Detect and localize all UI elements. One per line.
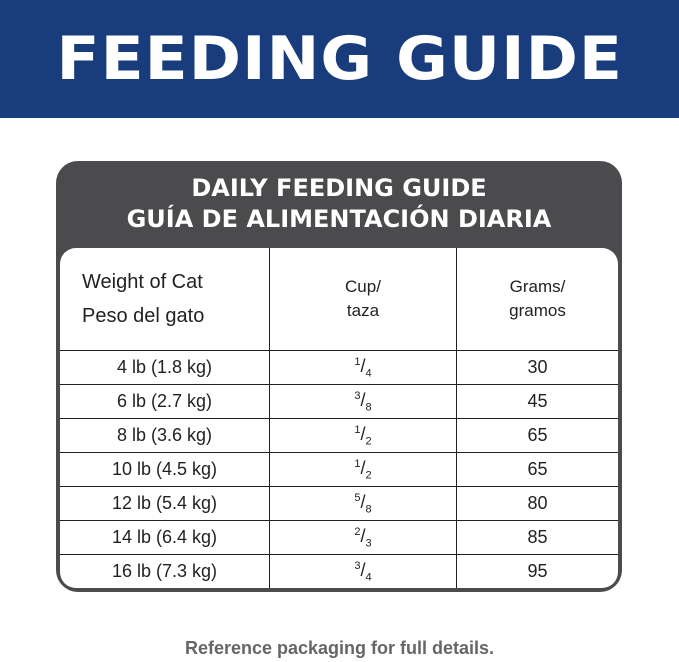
header-weight: Weight of Cat Peso del gato bbox=[60, 248, 270, 351]
page-title: FEEDING GUIDE bbox=[56, 24, 623, 94]
cell-cup: 3/4 bbox=[269, 554, 457, 588]
banner: FEEDING GUIDE bbox=[0, 0, 679, 118]
cell-cup: 1/4 bbox=[269, 350, 457, 385]
cell-cup: 1/2 bbox=[269, 418, 457, 453]
cup-numerator: 3 bbox=[354, 559, 361, 572]
cell-weight: 6 lb (2.7 kg) bbox=[60, 384, 270, 419]
feeding-table-container: Weight of Cat Peso del gato Cup/taza Gram… bbox=[60, 248, 618, 588]
cell-cup: 5/8 bbox=[269, 486, 457, 521]
cup-numerator: 1 bbox=[354, 457, 361, 470]
feeding-table: Weight of Cat Peso del gato Cup/taza Gram… bbox=[60, 248, 618, 588]
cell-grams: 65 bbox=[456, 452, 618, 487]
header-line: Peso del gato bbox=[82, 305, 205, 327]
cup-numerator: 1 bbox=[354, 355, 361, 368]
table-row: 10 lb (4.5 kg) 1/2 65 bbox=[60, 452, 618, 487]
cell-grams: 95 bbox=[456, 554, 618, 588]
table-row: 4 lb (1.8 kg) 1/4 30 bbox=[60, 350, 618, 385]
cup-denominator: 4 bbox=[365, 367, 372, 380]
table-title: DAILY FEEDING GUIDE GUÍA DE ALIMENTACIÓN… bbox=[56, 173, 622, 235]
header-line: Cup/ bbox=[345, 277, 381, 296]
table-row: 6 lb (2.7 kg) 3/8 45 bbox=[60, 384, 618, 419]
cell-weight: 8 lb (3.6 kg) bbox=[60, 418, 270, 453]
cell-cup: 2/3 bbox=[269, 520, 457, 555]
cell-weight: 4 lb (1.8 kg) bbox=[60, 350, 270, 385]
header-line: Weight of Cat bbox=[82, 271, 203, 293]
header-line: gramos bbox=[509, 301, 566, 320]
cell-weight: 14 lb (6.4 kg) bbox=[60, 520, 270, 555]
cup-numerator: 5 bbox=[354, 491, 361, 504]
header-line: Grams/ bbox=[509, 277, 566, 296]
table-header-row: Weight of Cat Peso del gato Cup/taza Gram… bbox=[60, 248, 618, 351]
table-row: 14 lb (6.4 kg) 2/3 85 bbox=[60, 520, 618, 555]
feeding-guide-table-box: DAILY FEEDING GUIDE GUÍA DE ALIMENTACIÓN… bbox=[56, 161, 622, 592]
cup-denominator: 4 bbox=[365, 571, 372, 584]
cup-numerator: 1 bbox=[354, 423, 361, 436]
header-cup: Cup/taza bbox=[269, 248, 457, 351]
cup-numerator: 3 bbox=[354, 389, 361, 402]
header-line: taza bbox=[346, 301, 380, 320]
cup-denominator: 2 bbox=[365, 435, 372, 448]
cell-grams: 65 bbox=[456, 418, 618, 453]
table-row: 16 lb (7.3 kg) 3/4 95 bbox=[60, 554, 618, 588]
cell-weight: 12 lb (5.4 kg) bbox=[60, 486, 270, 521]
cup-denominator: 8 bbox=[365, 401, 372, 414]
cell-weight: 16 lb (7.3 kg) bbox=[60, 554, 270, 588]
cup-numerator: 2 bbox=[354, 525, 361, 538]
cell-grams: 30 bbox=[456, 350, 618, 385]
cell-grams: 45 bbox=[456, 384, 618, 419]
cell-weight: 10 lb (4.5 kg) bbox=[60, 452, 270, 487]
table-title-en: DAILY FEEDING GUIDE bbox=[191, 174, 487, 202]
table-title-es: GUÍA DE ALIMENTACIÓN DIARIA bbox=[126, 205, 552, 233]
cup-denominator: 2 bbox=[365, 469, 372, 482]
cell-cup: 1/2 bbox=[269, 452, 457, 487]
cell-grams: 80 bbox=[456, 486, 618, 521]
cup-denominator: 8 bbox=[365, 503, 372, 516]
cup-denominator: 3 bbox=[365, 537, 372, 550]
cell-cup: 3/8 bbox=[269, 384, 457, 419]
footer-note: Reference packaging for full details. bbox=[184, 638, 495, 658]
table-row: 12 lb (5.4 kg) 5/8 80 bbox=[60, 486, 618, 521]
header-grams: Grams/gramos bbox=[456, 248, 618, 351]
cell-grams: 85 bbox=[456, 520, 618, 555]
table-row: 8 lb (3.6 kg) 1/2 65 bbox=[60, 418, 618, 453]
